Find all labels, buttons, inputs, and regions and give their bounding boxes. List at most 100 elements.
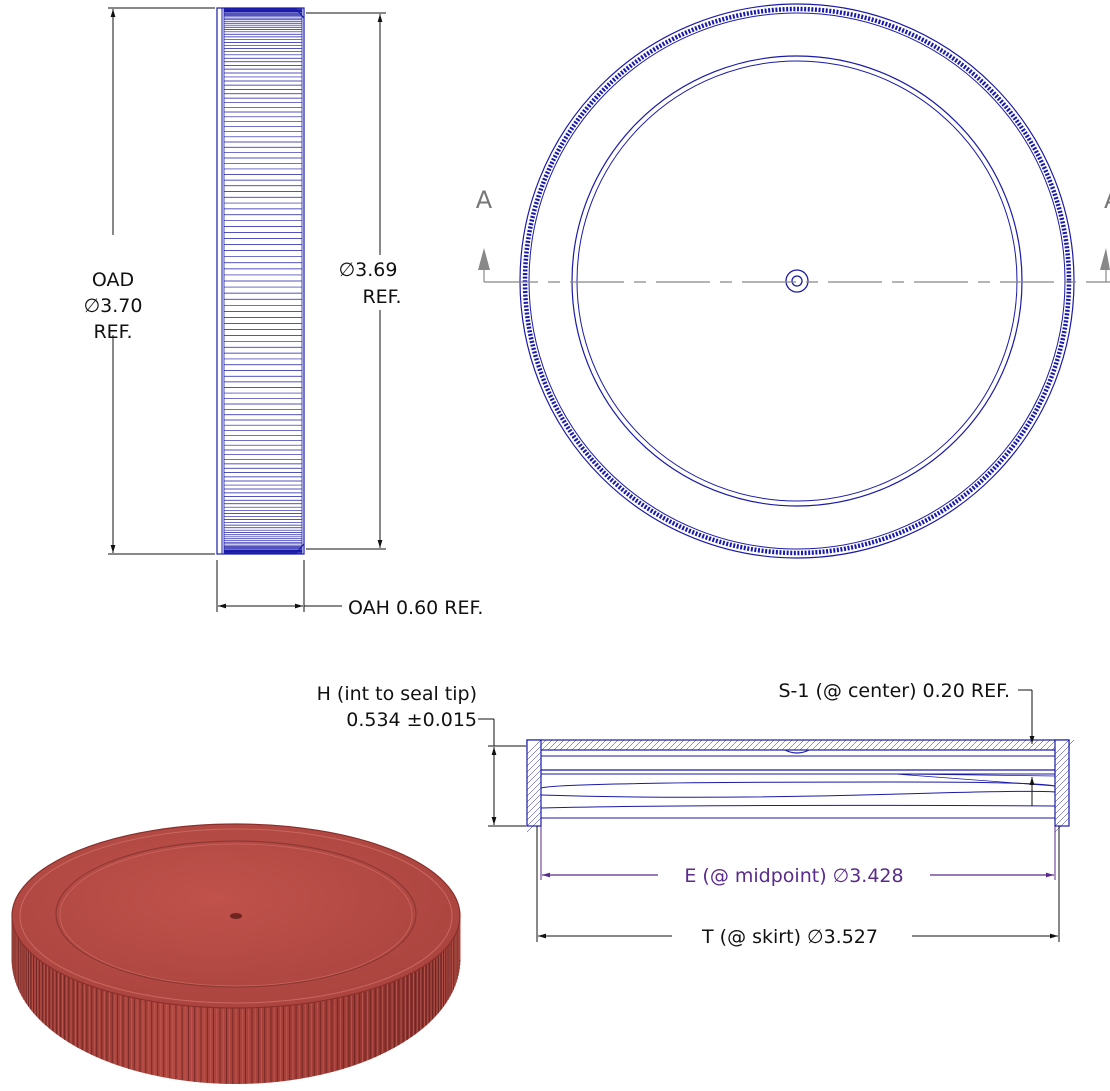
top-view-panel-outer — [571, 55, 1023, 507]
hatch-line — [1045, 739, 1057, 751]
hatch-line — [811, 739, 823, 751]
hatch-line — [733, 739, 745, 751]
section-thread-3 — [540, 790, 1056, 798]
hatch-line — [751, 739, 763, 751]
section-arrow-right — [1100, 248, 1110, 270]
hatch-line — [1009, 739, 1021, 751]
t-label: T (@ skirt) ∅3.527 — [701, 926, 878, 948]
hatch-line — [571, 739, 583, 751]
hatch-line — [703, 739, 715, 751]
hatch-line — [1054, 739, 1070, 755]
hatch-line — [526, 793, 542, 809]
oad-label: OAD — [92, 269, 134, 291]
hatch-line — [526, 811, 542, 827]
hatch-line — [697, 739, 709, 751]
hatch-line — [526, 781, 542, 797]
hatch-line — [853, 739, 865, 751]
hatch-line — [991, 739, 1003, 751]
top-view-center-boss-outer — [785, 269, 809, 293]
cap-3d-top-bevel — [19, 828, 453, 1004]
hatch-line — [526, 817, 542, 833]
cap-3d-panel-ring — [55, 840, 417, 988]
hatch-line — [1054, 775, 1070, 791]
section-arrow-left — [478, 248, 490, 270]
hatch-line — [889, 739, 901, 751]
top-view-knurl-inner — [528, 12, 1066, 550]
hatch-line — [763, 739, 775, 751]
hatch-line — [1054, 763, 1070, 779]
section-thread-taper — [894, 773, 1056, 787]
hatch-line — [907, 739, 919, 751]
hatch-line — [925, 739, 937, 751]
hatch-line — [673, 739, 685, 751]
section-right-hatch — [1054, 739, 1070, 833]
top-view-center-boss-inner — [791, 275, 803, 287]
hatch-line — [1015, 739, 1027, 751]
h-value: 0.534 ±0.015 — [346, 709, 477, 731]
hatch-line — [1054, 799, 1070, 815]
hatch-line — [655, 739, 667, 751]
section-top-hatch — [529, 739, 1075, 751]
hatch-line — [1054, 751, 1070, 767]
hatch-line — [613, 739, 625, 751]
hatch-line — [601, 739, 613, 751]
hatch-line — [985, 739, 997, 751]
hatch-line — [823, 739, 835, 751]
cap-3d-render-icon — [11, 823, 461, 1084]
hatch-line — [541, 739, 553, 751]
hatch-line — [841, 739, 853, 751]
hatch-line — [553, 739, 565, 751]
hatch-line — [793, 739, 805, 751]
hatch-line — [715, 739, 727, 751]
hatch-line — [526, 757, 542, 773]
top-view-knurl-ring — [522, 6, 1072, 556]
hatch-line — [526, 763, 542, 779]
hatch-line — [847, 739, 859, 751]
hatch-line — [865, 739, 877, 751]
hatch-line — [526, 799, 542, 815]
hatch-line — [997, 739, 1009, 751]
hatch-line — [691, 739, 703, 751]
hatch-line — [931, 739, 943, 751]
side-view-chamfer-top — [224, 8, 305, 19]
hatch-line — [679, 739, 691, 751]
hatch-line — [913, 739, 925, 751]
hatch-line — [721, 739, 733, 751]
hatch-line — [859, 739, 871, 751]
hatch-line — [895, 739, 907, 751]
hatch-line — [787, 739, 799, 751]
hatch-line — [583, 739, 595, 751]
side-view-chamfer-bottom — [224, 543, 305, 554]
hatch-line — [577, 739, 589, 751]
hatch-line — [565, 739, 577, 751]
oad-ref: REF. — [93, 321, 132, 343]
hatch-line — [547, 739, 559, 751]
hatch-line — [835, 739, 847, 751]
section-left-hatch — [526, 739, 542, 833]
hatch-line — [769, 739, 781, 751]
oah-label: OAH 0.60 REF. — [348, 597, 483, 619]
section-label-right: A — [1104, 186, 1110, 214]
hatch-line — [799, 739, 811, 751]
side-view: OAD ∅3.70 REF. ∅3.69 REF. OAH 0.60 REF. — [84, 7, 483, 619]
dia369-ref: REF. — [362, 286, 401, 308]
hatch-line — [619, 739, 631, 751]
hatch-line — [901, 739, 913, 751]
section-label-left: A — [476, 186, 493, 214]
hatch-line — [967, 739, 979, 751]
hatch-line — [979, 739, 991, 751]
hatch-line — [631, 739, 643, 751]
hatch-line — [829, 739, 841, 751]
top-view-outer-rim — [519, 3, 1075, 559]
hatch-line — [649, 739, 661, 751]
hatch-line — [637, 739, 649, 751]
hatch-line — [973, 739, 985, 751]
hatch-line — [526, 787, 542, 803]
section-thread-2 — [540, 781, 1056, 789]
hatch-line — [817, 739, 829, 751]
hatch-line — [1003, 739, 1015, 751]
hatch-line — [1054, 817, 1070, 833]
s1-label: S-1 (@ center) 0.20 REF. — [778, 680, 1010, 702]
hatch-line — [526, 769, 542, 785]
hatch-line — [775, 739, 787, 751]
